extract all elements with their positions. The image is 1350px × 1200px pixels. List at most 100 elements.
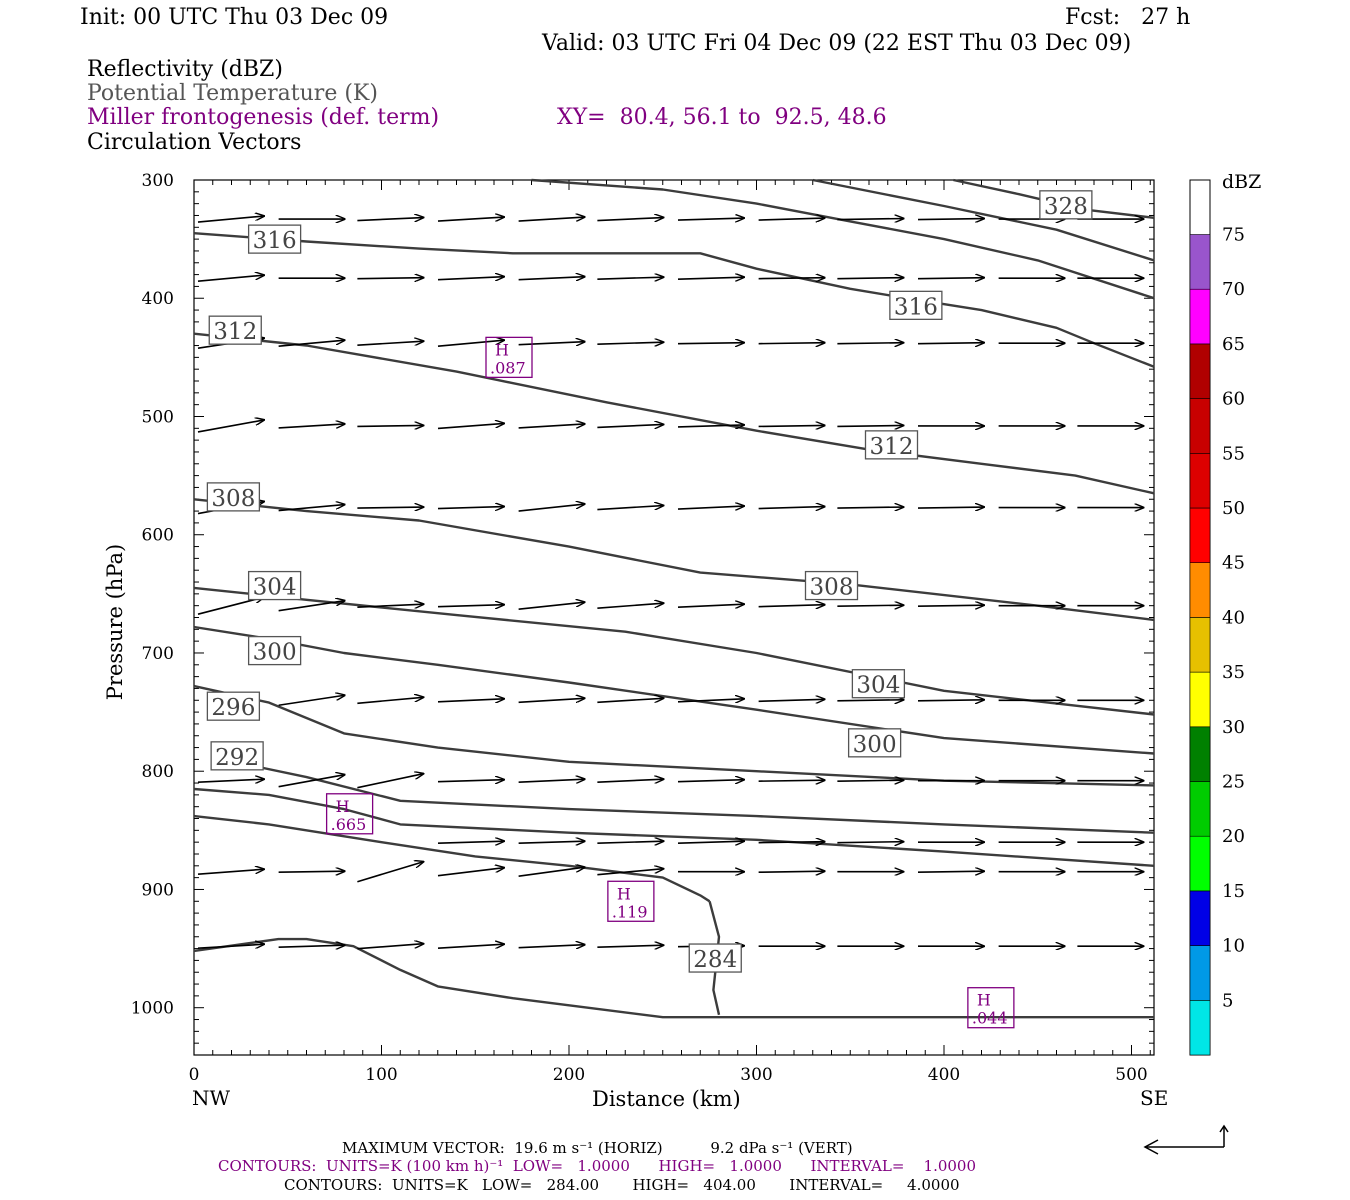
colorbar-label: 25 xyxy=(1222,772,1245,793)
circulation-vector xyxy=(437,868,504,877)
circulation-vector xyxy=(437,780,504,782)
colorbar-band xyxy=(1189,507,1211,564)
circulation-vector xyxy=(357,425,423,426)
plot-frame xyxy=(193,179,1155,1056)
circulation-vector xyxy=(518,504,585,512)
circulation-vector xyxy=(197,944,264,950)
frontogenesis-value: .119 xyxy=(612,902,648,921)
frontogenesis-contour-note: CONTOURS: UNITS=K (100 km h)⁻¹ LOW= 1.00… xyxy=(218,1157,977,1175)
colorbar-label: 35 xyxy=(1222,662,1245,683)
circulation-vector xyxy=(278,775,345,788)
circulation-vector xyxy=(758,605,825,607)
frontogenesis-high-letter: H xyxy=(336,797,350,816)
theta-contour xyxy=(193,625,1155,755)
circulation-vector xyxy=(278,505,345,512)
colorbar-band xyxy=(1189,835,1211,892)
circulation-vector xyxy=(837,425,903,426)
field-frontogenesis: Miller frontogenesis (def. term) xyxy=(87,105,440,130)
circulation-vector xyxy=(518,217,585,222)
circulation-vector xyxy=(677,699,744,702)
circulation-vector xyxy=(837,343,903,344)
circulation-vector xyxy=(597,603,663,609)
circulation-vector xyxy=(197,420,264,433)
frontogenesis-max-marker: H.665 xyxy=(325,793,374,835)
x-tick-label: 0 xyxy=(189,1065,200,1085)
colorbar-band xyxy=(1189,999,1211,1056)
circulation-vector xyxy=(677,425,744,427)
colorbar-band xyxy=(1189,343,1211,399)
theta-contour-label: 316 xyxy=(247,224,302,254)
circulation-vector xyxy=(758,699,825,701)
circulation-vector xyxy=(518,698,585,704)
theta-contour-label: 292 xyxy=(210,741,264,771)
frontogenesis-box xyxy=(485,336,533,379)
colorbar-band xyxy=(1189,726,1211,782)
colorbar-label: 60 xyxy=(1222,389,1245,410)
circulation-vector xyxy=(917,219,984,220)
theta-contour xyxy=(531,178,1155,300)
circulation-vector xyxy=(197,216,264,223)
circulation-vector xyxy=(677,604,744,607)
theta-contour-label: 328 xyxy=(1039,190,1093,220)
colorbar-band xyxy=(1189,617,1211,673)
theta-contour-label: 308 xyxy=(804,570,859,601)
theta-label-text: 316 xyxy=(253,228,297,254)
circulation-vector xyxy=(437,699,504,702)
circulation-vector xyxy=(278,945,345,947)
circulation-vector xyxy=(357,507,423,508)
circulation-vector xyxy=(758,507,825,509)
theta-contour-label: 316 xyxy=(889,290,943,320)
theta-label-text: 292 xyxy=(215,745,259,771)
circulation-vector xyxy=(357,604,423,607)
x-axis-title: Distance (km) xyxy=(592,1087,741,1111)
circulation-vector xyxy=(437,277,504,280)
theta-contour-label: 312 xyxy=(208,315,262,345)
x-end-label-se: SE xyxy=(1140,1086,1168,1110)
y-tick-label: 800 xyxy=(142,762,174,782)
circulation-vector xyxy=(758,343,825,344)
y-tick-label: 600 xyxy=(142,526,174,546)
theta-label-box xyxy=(847,728,902,758)
theta-label-text: 300 xyxy=(253,640,297,666)
colorbar-title: dBZ xyxy=(1222,171,1261,193)
circulation-vector xyxy=(597,869,663,876)
theta-label-text: 284 xyxy=(693,947,737,973)
colorbar-label: 70 xyxy=(1222,279,1245,300)
circulation-vector xyxy=(597,945,663,947)
theta-label-box xyxy=(804,570,859,601)
theta-contour xyxy=(193,332,1155,495)
colorbar-band xyxy=(1189,781,1211,837)
circulation-vector xyxy=(758,842,825,843)
frontogenesis-value: .665 xyxy=(331,815,367,834)
circulation-vector xyxy=(278,601,345,612)
y-tick-label: 1000 xyxy=(131,999,174,1019)
theta-label-box xyxy=(206,691,261,721)
colorbar-band xyxy=(1189,562,1211,618)
y-tick-label: 500 xyxy=(142,407,174,427)
circulation-vector xyxy=(518,945,585,948)
cross-section-xy: XY= 80.4, 56.1 to 92.5, 48.6 xyxy=(557,105,887,130)
theta-label-box xyxy=(247,635,302,666)
circulation-vector xyxy=(758,425,825,426)
circulation-vector xyxy=(518,867,585,878)
circulation-vector xyxy=(437,507,504,509)
x-end-label-nw: NW xyxy=(192,1086,231,1110)
y-tick-label: 700 xyxy=(142,644,174,664)
circulation-vector xyxy=(437,944,504,950)
circulation-vector xyxy=(278,695,345,707)
theta-label-text: 312 xyxy=(870,434,914,460)
theta-contour xyxy=(193,684,1155,787)
theta-label-box xyxy=(210,741,264,771)
colorbar-label: 15 xyxy=(1222,881,1245,902)
circulation-vector xyxy=(437,605,504,607)
theta-label-box xyxy=(1039,190,1093,220)
colorbar-label: 50 xyxy=(1222,498,1245,519)
theta-contour-label: 300 xyxy=(847,728,902,758)
init-time: Init: 00 UTC Thu 03 Dec 09 xyxy=(80,5,389,30)
circulation-vector xyxy=(518,277,585,280)
y-tick-label: 300 xyxy=(142,171,174,191)
circulation-vector xyxy=(357,218,423,221)
colorbar-band xyxy=(1189,398,1211,454)
frontogenesis-value: .044 xyxy=(972,1009,1008,1028)
frontogenesis-value: .087 xyxy=(490,358,526,377)
